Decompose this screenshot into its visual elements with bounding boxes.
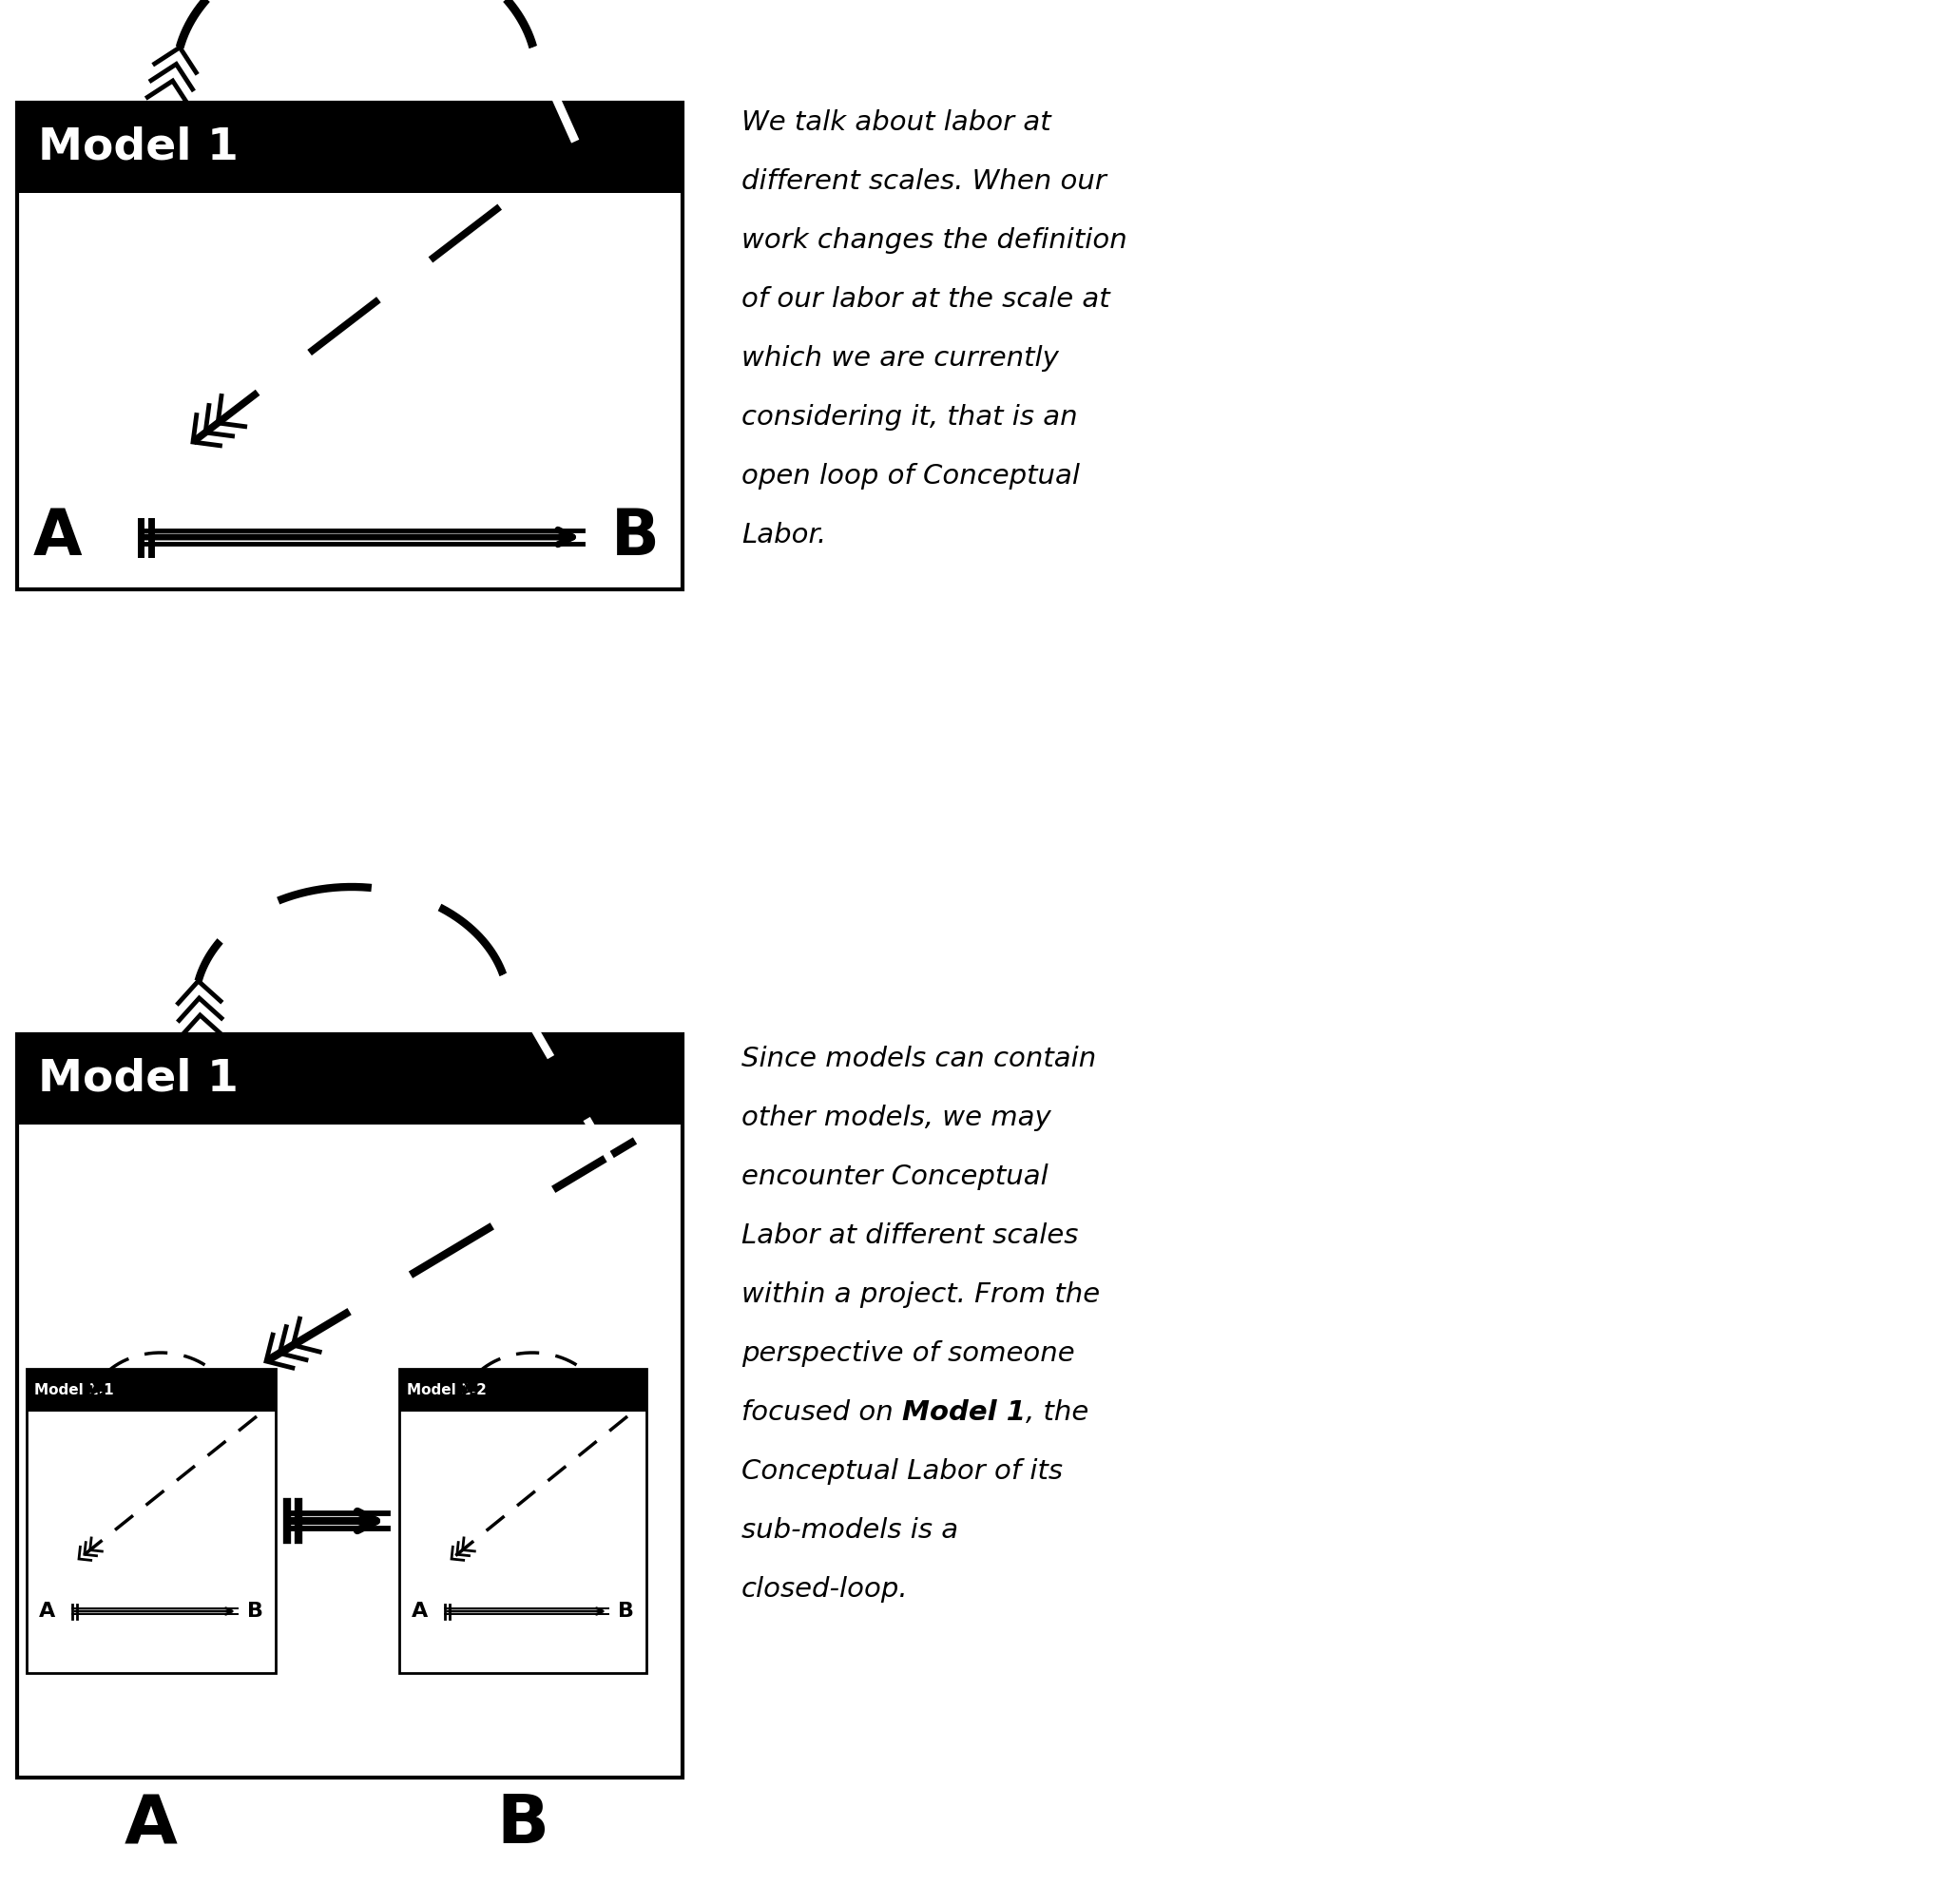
Text: B: B (247, 1601, 262, 1620)
Text: We talk about labor at: We talk about labor at (742, 109, 1051, 135)
Text: , the: , the (1026, 1399, 1088, 1426)
Text: B: B (610, 506, 659, 569)
Text: considering it, that is an: considering it, that is an (742, 404, 1078, 430)
Bar (17, 1034, 682, 1125)
Text: Model 1: Model 1 (39, 126, 239, 169)
Text: Labor at different scales: Labor at different scales (742, 1222, 1078, 1249)
Text: different scales. When our: different scales. When our (742, 168, 1106, 194)
Text: closed-loop.: closed-loop. (742, 1577, 909, 1603)
Text: encounter Conceptual: encounter Conceptual (742, 1163, 1049, 1190)
Text: A: A (39, 1601, 56, 1620)
Text: Labor.: Labor. (742, 522, 826, 548)
Bar (17, 103, 682, 192)
Bar (398, 1369, 647, 1674)
Text: Conceptual Labor of its: Conceptual Labor of its (742, 1458, 1063, 1485)
Bar (27, 1369, 276, 1674)
Bar (17, 103, 682, 590)
Text: Model 1.1: Model 1.1 (35, 1382, 115, 1398)
Text: which we are currently: which we are currently (742, 345, 1059, 371)
Text: A: A (412, 1601, 427, 1620)
Bar (27, 1369, 276, 1411)
Text: within a project. From the: within a project. From the (742, 1281, 1100, 1308)
Text: of our labor at the scale at: of our labor at the scale at (742, 286, 1109, 312)
Bar (398, 1369, 647, 1411)
Text: sub-models is a: sub-models is a (742, 1517, 958, 1544)
Text: work changes the definition: work changes the definition (742, 227, 1127, 253)
Text: B: B (618, 1601, 633, 1620)
Text: Model 1: Model 1 (39, 1059, 239, 1101)
Text: Model 1: Model 1 (902, 1399, 1026, 1426)
Text: other models, we may: other models, we may (742, 1104, 1051, 1131)
Text: perspective of someone: perspective of someone (742, 1340, 1074, 1367)
Text: B: B (497, 1792, 550, 1858)
Text: Model 1.2: Model 1.2 (406, 1382, 486, 1398)
Bar (17, 1034, 682, 1778)
Text: focused on: focused on (742, 1399, 902, 1426)
Text: A: A (33, 506, 82, 569)
Text: Since models can contain: Since models can contain (742, 1045, 1096, 1072)
Text: open loop of Conceptual: open loop of Conceptual (742, 463, 1080, 489)
Text: A: A (124, 1792, 177, 1858)
